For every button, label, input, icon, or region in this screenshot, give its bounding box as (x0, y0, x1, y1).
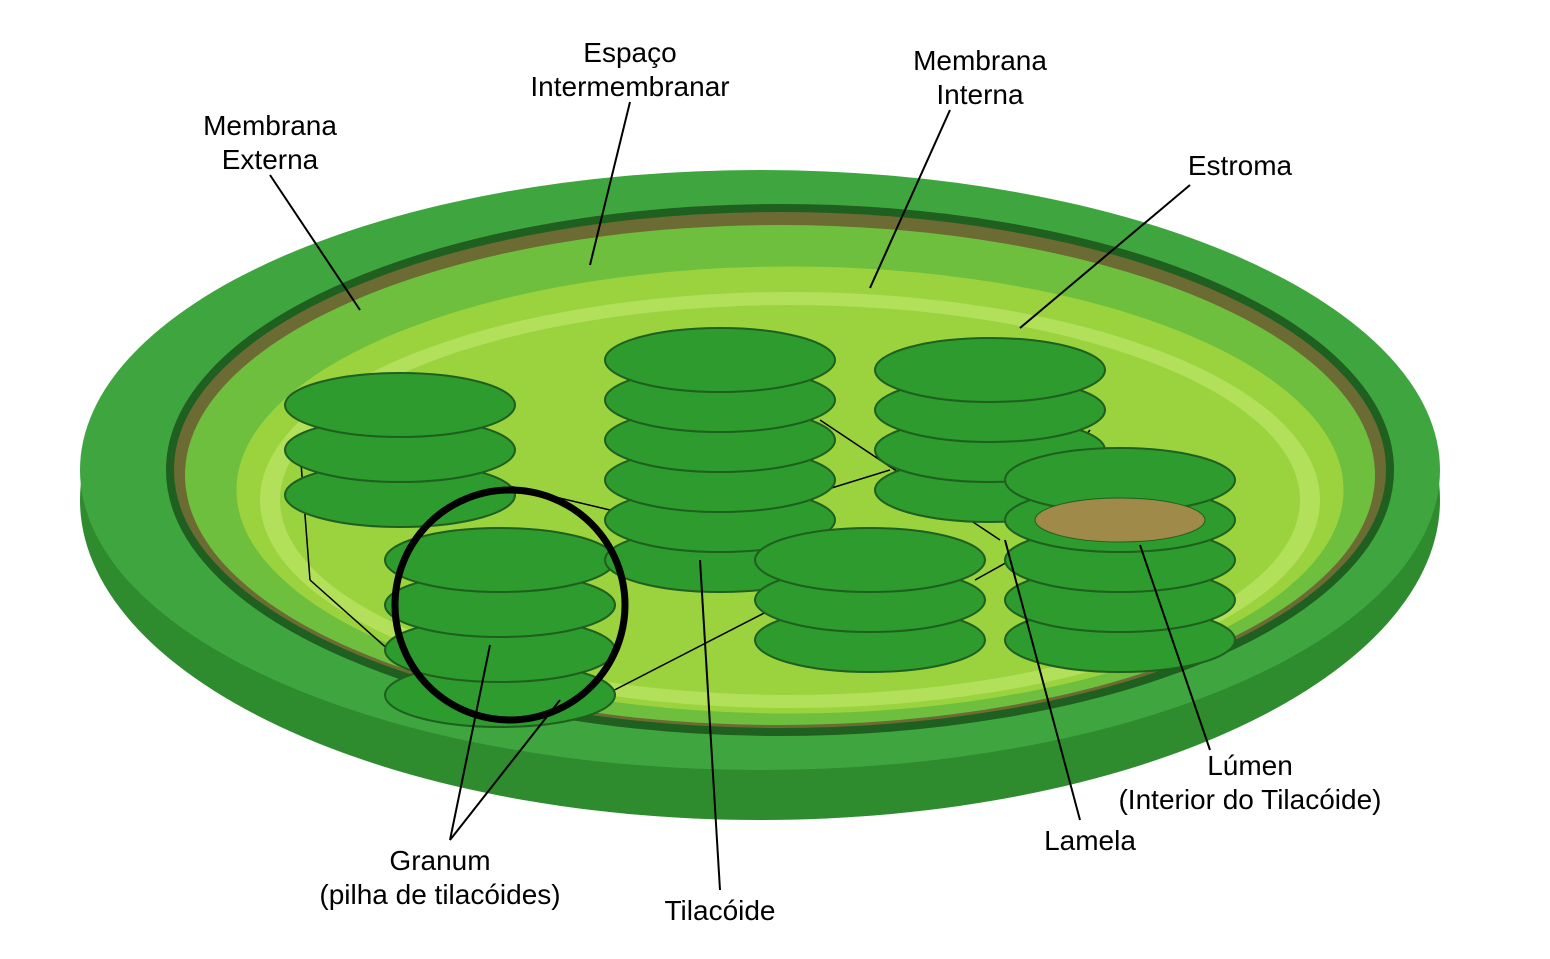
thylakoid-s2-t5 (605, 328, 835, 392)
stroma-label-line-0: Estroma (1188, 150, 1293, 181)
lumen-label-line-1: (Interior do Tilacóide) (1118, 784, 1381, 815)
lumen-disc (1035, 498, 1205, 542)
chloroplast-diagram: MembranaExternaEspaçoIntermembranarMembr… (0, 0, 1550, 959)
thylakoid-s4-t3 (875, 338, 1105, 402)
lumen-label-line-0: Lúmen (1207, 750, 1293, 781)
inner_membrane-label-line-1: Interna (936, 79, 1024, 110)
inner_membrane-label-line-0: Membrana (913, 45, 1047, 76)
thylakoid-s0-t2 (285, 373, 515, 437)
outer_membrane-label-line-0: Membrana (203, 110, 337, 141)
thylakoid-s3-t2 (755, 528, 985, 592)
outer_membrane-label-line-1: Externa (222, 144, 319, 175)
lamela-label-line-0: Lamela (1044, 825, 1136, 856)
thylakoid-label-line-0: Tilacóide (664, 895, 775, 926)
intermembrane-label-line-1: Intermembranar (530, 71, 729, 102)
granum-label-line-1: (pilha de tilacóides) (319, 879, 560, 910)
intermembrane-label-line-0: Espaço (583, 37, 676, 68)
granum-label-line-0: Granum (389, 845, 490, 876)
